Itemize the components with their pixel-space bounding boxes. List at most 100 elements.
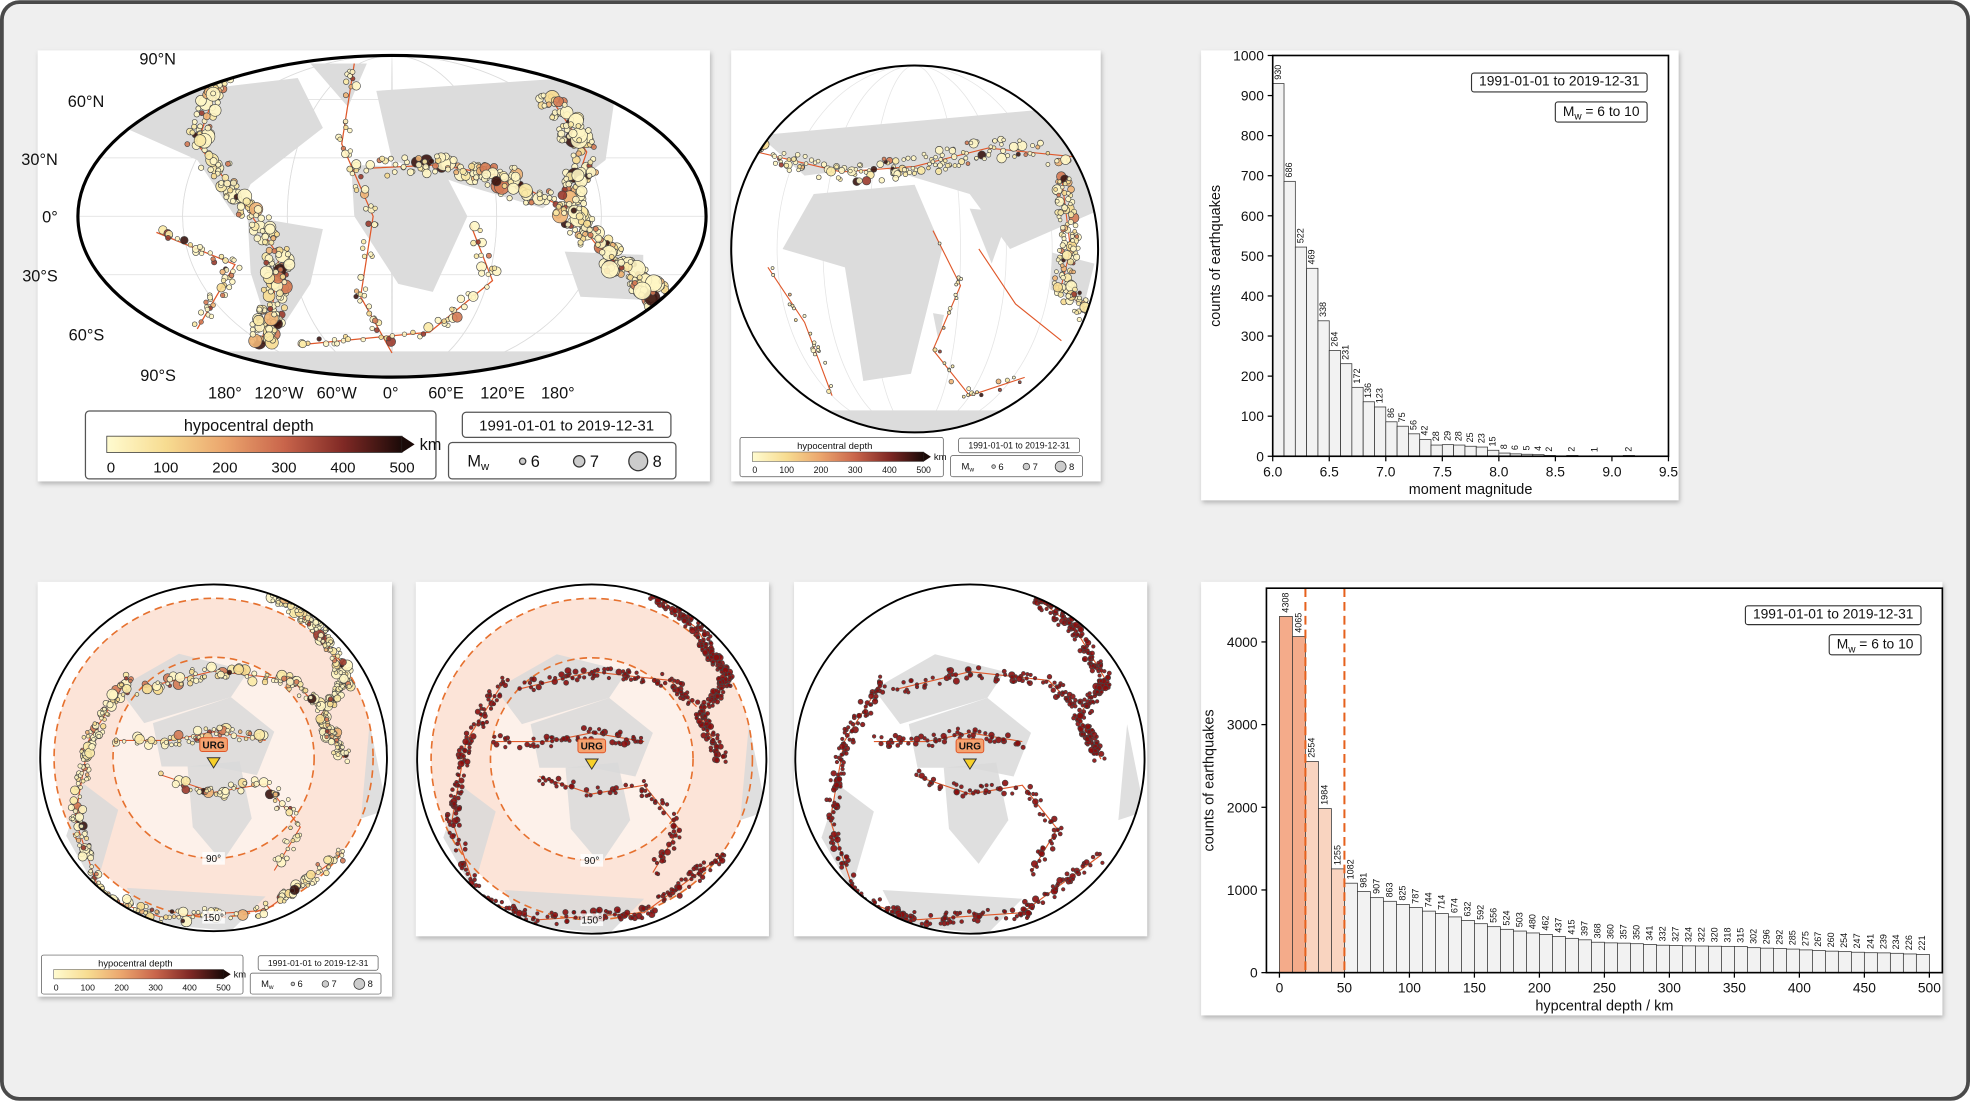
quake-dot [557,129,566,138]
lon-label: 0° [383,384,399,402]
quake-dot [571,168,585,182]
value-label: 28 [1454,431,1464,441]
magnitude-symbol-circle [518,457,527,466]
quake-dot [122,894,132,904]
quake-dot [467,745,472,750]
quake-dot [227,187,234,194]
quake-dot [1013,785,1019,791]
magnitude-label: 7 [332,978,337,989]
quake-dot [863,704,868,709]
quake-dot [420,331,427,337]
quake-dot [193,671,198,677]
quake-dot [584,793,589,798]
quake-dot [636,274,643,281]
colorbar-tick-label: 200 [814,465,829,475]
colorbar-tick-label: 400 [882,465,897,475]
quake-dot [1052,894,1057,900]
quake-dot [104,711,110,717]
quake-dot [285,846,291,852]
quake-dot [428,158,435,165]
quake-dot [568,128,578,139]
quake-dot [930,675,935,680]
quake-dot [573,915,578,920]
quake-dot [198,319,204,325]
quake-dot [686,700,691,705]
quake-dot [551,196,558,202]
quake-dot [353,293,359,300]
quake-dot [147,736,156,745]
quake-dot [264,223,276,235]
quake-dot [169,742,174,748]
quake-dot [954,282,959,287]
quake-dot [1051,615,1057,621]
value-label: 686 [1284,162,1294,177]
x-tick-label: 0 [1276,980,1284,996]
value-label: 981 [1358,873,1368,888]
quake-dot [580,200,587,207]
quake-dot [945,921,950,926]
colorbar-tick-label: 500 [916,465,931,475]
quake-dot [329,728,335,734]
quake-dot [654,860,660,866]
value-label: 136 [1363,383,1373,398]
quake-dot [481,169,491,180]
quake-dot [545,914,550,919]
quake-dot [484,284,490,290]
value-label: 825 [1397,886,1407,901]
quake-dot [938,157,943,162]
quake-dot [1017,380,1022,385]
quake-dot [372,205,378,211]
quake-dot [593,730,598,736]
map-legend: hypocentral depth km 0 100 200 300 400 500 1991-… [84,410,677,480]
quake-dot [1070,238,1075,243]
quake-dot [930,776,937,782]
legend-title: hypocentral depth [184,417,314,435]
quake-dot [278,800,286,807]
quake-dot [903,689,908,694]
bar [1734,946,1748,974]
value-label: 397 [1579,921,1589,936]
quake-dot [300,883,306,888]
quake-dot [562,909,569,916]
bar [1747,947,1761,974]
quake-dot [957,910,963,916]
bar [1475,446,1488,457]
quake-dot [958,158,965,165]
quake-dot [703,641,708,647]
quake-dot [902,171,909,178]
quake-dot [718,665,723,671]
value-label: 930 [1273,65,1283,80]
quake-dot [948,379,954,385]
value-label: 320 [1709,927,1719,942]
quake-dot [415,161,423,169]
quake-dot [216,283,226,293]
quake-dot [810,347,816,354]
quake-dot [1012,375,1016,380]
quake-dot [536,191,543,198]
quake-dot [821,161,828,168]
quake-dot [472,877,477,882]
quake-dot [335,752,341,757]
quake-dot [839,743,846,750]
quake-dot [272,798,278,803]
ring-label-box [202,911,225,924]
quake-dot [947,675,952,680]
quake-dot [1067,701,1073,707]
value-label: 350 [1631,925,1641,940]
quake-dot [476,719,481,724]
quake-dot [215,161,222,168]
quake-dot [85,730,90,735]
quake-dot [210,90,216,97]
quake-dot [835,175,841,181]
quake-dot [219,268,226,275]
quake-dot [296,693,302,698]
quake-dot [654,871,659,876]
quake-dot [242,781,247,786]
quake-dot [833,781,840,789]
quake-dot [535,744,540,749]
y-tick-label: 700 [1241,168,1264,184]
quake-dot [204,150,214,160]
quake-dot [204,124,212,132]
quake-dot [710,703,715,708]
quake-dot [473,883,479,888]
